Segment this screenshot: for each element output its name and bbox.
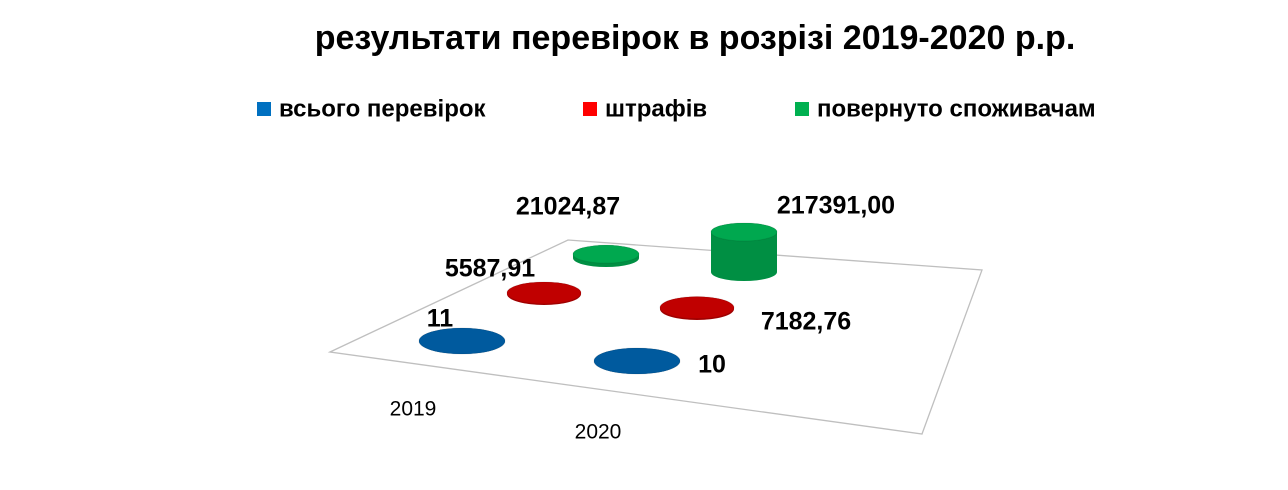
legend-swatch: [257, 102, 271, 116]
cylinder-top: [572, 244, 640, 264]
cylinder-top: [659, 296, 735, 320]
legend-label: штрафів: [605, 95, 707, 122]
value-label: 11: [427, 305, 454, 333]
cylinder-shade: [711, 232, 777, 281]
value-label: 10: [698, 351, 726, 379]
value-label: 21024,87: [516, 193, 620, 221]
legend-label: повернуто споживачам: [817, 95, 1096, 122]
floor: [327, 239, 983, 435]
legend-swatch: [583, 102, 597, 116]
value-label: 7182,76: [761, 308, 851, 336]
category-label: 2020: [575, 421, 622, 444]
cylinder-top: [593, 347, 681, 375]
value-label: 5587,91: [445, 255, 535, 283]
value-label: 217391,00: [777, 192, 895, 220]
cylinder-top: [418, 327, 506, 355]
chart-title: результати перевірок в розрізі 2019-2020…: [315, 19, 1076, 57]
cylinder-top: [506, 281, 582, 305]
cylinder-top: [710, 222, 778, 242]
category-label: 2019: [390, 398, 437, 421]
legend-swatch: [795, 102, 809, 116]
cylinder-shade: [573, 254, 639, 267]
legend-label: всього перевірок: [279, 95, 487, 122]
